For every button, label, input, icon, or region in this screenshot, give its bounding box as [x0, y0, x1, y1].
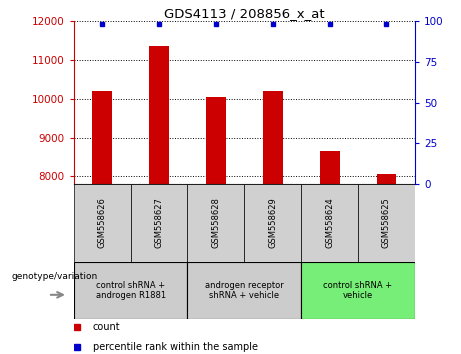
Text: GSM558628: GSM558628: [212, 198, 220, 249]
Text: GSM558624: GSM558624: [325, 198, 334, 249]
Bar: [301, 262, 415, 319]
Bar: [377, 175, 396, 184]
Bar: [319, 151, 340, 184]
Text: GSM558627: GSM558627: [154, 198, 164, 249]
Bar: [301, 184, 358, 262]
Text: GSM558625: GSM558625: [382, 198, 391, 249]
Text: control shRNA +
vehicle: control shRNA + vehicle: [324, 281, 393, 300]
Bar: [188, 262, 301, 319]
Text: control shRNA +
androgen R1881: control shRNA + androgen R1881: [95, 281, 165, 300]
Text: GSM558626: GSM558626: [98, 198, 106, 249]
Text: GSM558629: GSM558629: [268, 198, 277, 249]
Bar: [263, 91, 283, 184]
Bar: [74, 262, 188, 319]
Text: androgen receptor
shRNA + vehicle: androgen receptor shRNA + vehicle: [205, 281, 284, 300]
Bar: [206, 97, 226, 184]
Text: count: count: [93, 322, 120, 332]
Bar: [92, 91, 112, 184]
Bar: [358, 184, 415, 262]
Bar: [188, 184, 244, 262]
Bar: [244, 184, 301, 262]
Text: genotype/variation: genotype/variation: [11, 272, 97, 281]
Bar: [74, 184, 130, 262]
Bar: [130, 184, 188, 262]
Title: GDS4113 / 208856_x_at: GDS4113 / 208856_x_at: [164, 7, 325, 20]
Text: percentile rank within the sample: percentile rank within the sample: [93, 342, 258, 352]
Bar: [149, 46, 169, 184]
